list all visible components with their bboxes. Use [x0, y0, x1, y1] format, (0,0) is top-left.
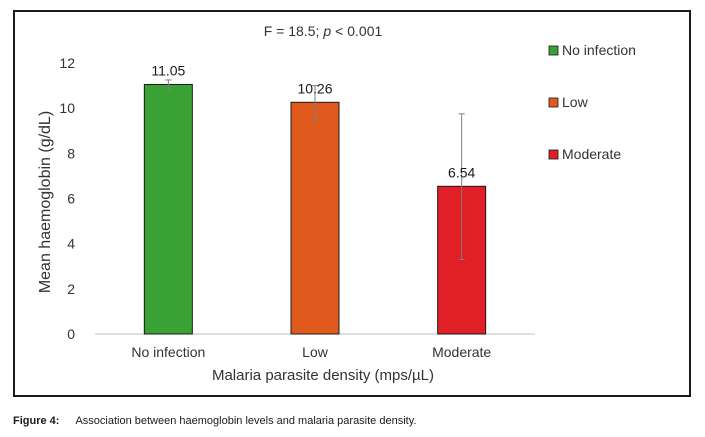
y-tick-label: 12	[59, 55, 75, 71]
y-tick-label: 0	[67, 326, 75, 342]
chart-title: F = 18.5; p < 0.001	[264, 23, 383, 39]
caption-label: Figure 4:	[13, 415, 60, 427]
legend-item: Moderate	[548, 146, 621, 162]
y-tick-label: 2	[67, 281, 75, 297]
legend-swatch	[548, 149, 559, 160]
legend: No infection Low Moderate	[548, 42, 636, 162]
error-bar	[458, 113, 465, 260]
data-label: 10.26	[297, 80, 332, 96]
x-tick-label: Moderate	[432, 344, 491, 360]
y-axis-label: Mean haemoglobin (g/dL)	[37, 111, 54, 293]
data-label: 11.05	[151, 62, 185, 78]
x-tick-label: Low	[302, 344, 329, 360]
x-axis-label: Malaria parasite density (mps/µL)	[212, 367, 434, 384]
y-tick-label: 8	[67, 145, 75, 161]
x-tick-label: No infection	[131, 344, 205, 360]
bar-low	[290, 101, 340, 335]
bar-no-infection	[143, 83, 193, 335]
legend-swatch	[548, 97, 559, 108]
error-bar	[312, 85, 318, 120]
legend-item: Low	[548, 94, 589, 110]
error-bar	[165, 79, 172, 91]
legend-swatch	[548, 45, 559, 56]
y-tick-label: 10	[59, 100, 75, 116]
legend-label: No infection	[562, 42, 636, 58]
legend-item: No infection	[548, 42, 636, 58]
legend-label: Moderate	[562, 146, 621, 162]
y-tick-label: 4	[67, 236, 75, 252]
bar-chart: F = 18.5; p < 0.001 0 2 4 6 8 10 12 11.05 10.26 6.…	[37, 23, 636, 384]
legend-label: Low	[562, 94, 589, 110]
figure-caption: Figure 4: Association between haemoglobin…	[13, 415, 416, 427]
chart-frame: F = 18.5; p < 0.001 0 2 4 6 8 10 12 11.05 10.26 6.…	[13, 10, 691, 397]
data-label: 6.54	[448, 164, 475, 180]
caption-text: Association between haemoglobin levels a…	[75, 415, 417, 427]
y-tick-label: 6	[67, 191, 75, 207]
